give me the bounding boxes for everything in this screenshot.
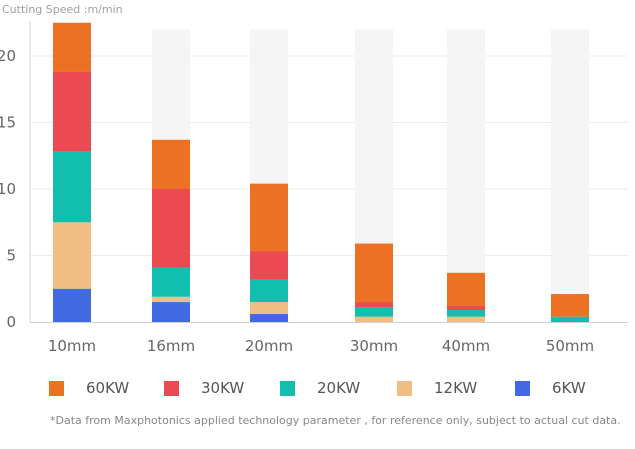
legend-item-30kw: 30KW bbox=[164, 376, 244, 400]
bar-segment-20kw bbox=[551, 316, 589, 322]
bar-segment-6kw bbox=[250, 314, 288, 322]
bar-segment-6kw bbox=[152, 302, 190, 322]
background-bar bbox=[551, 29, 589, 323]
bar-segment-60kw bbox=[355, 243, 393, 303]
legend-swatch bbox=[280, 380, 295, 396]
bar-segment-30kw bbox=[152, 189, 190, 268]
y-axis-title: Cutting Speed :m/min bbox=[2, 3, 123, 16]
y-tick-label: 10 bbox=[0, 180, 16, 198]
bar-segment-60kw bbox=[250, 183, 288, 252]
y-tick-label: 15 bbox=[0, 114, 16, 132]
bar-segment-20kw bbox=[447, 310, 485, 317]
y-tick-label: 5 bbox=[6, 247, 16, 265]
legend-item-20kw: 20KW bbox=[280, 376, 360, 400]
bar-segment-30kw bbox=[447, 306, 485, 311]
bar-segment-60kw bbox=[447, 272, 485, 307]
x-tick-label: 10mm bbox=[48, 337, 96, 355]
bar-segment-12kw bbox=[447, 316, 485, 322]
x-tick-label: 16mm bbox=[147, 337, 195, 355]
bar-segment-30kw bbox=[250, 251, 288, 280]
x-tick-label: 20mm bbox=[245, 337, 293, 355]
legend: 60KW 30KW 20KW 12KW 6KW bbox=[0, 376, 635, 400]
bar-segment-20kw bbox=[250, 279, 288, 303]
bar-segment-30kw bbox=[53, 71, 91, 152]
x-tick-label: 50mm bbox=[546, 337, 594, 355]
legend-label: 20KW bbox=[317, 379, 361, 397]
bar-segment-20kw bbox=[53, 151, 91, 223]
legend-item-6kw: 6KW bbox=[515, 376, 586, 400]
legend-item-60kw: 60KW bbox=[49, 376, 129, 400]
bar-segment-6kw bbox=[53, 288, 91, 322]
bar-segment-12kw bbox=[355, 316, 393, 322]
x-tick-label: 30mm bbox=[350, 337, 398, 355]
bar-segment-60kw bbox=[152, 139, 190, 189]
bar-segment-12kw bbox=[250, 302, 288, 315]
bar-segment-12kw bbox=[53, 222, 91, 289]
stacked-bar-chart: 0 5 10 15 20 10mm 16mm 20mm 30mm 40mm 50mm bbox=[0, 21, 628, 355]
y-tick-label: 0 bbox=[6, 313, 16, 331]
footnote: *Data from Maxphotonics applied technolo… bbox=[50, 414, 621, 427]
legend-label: 30KW bbox=[201, 379, 245, 397]
legend-item-12kw: 12KW bbox=[397, 376, 477, 400]
legend-label: 60KW bbox=[86, 379, 130, 397]
legend-swatch bbox=[164, 380, 179, 396]
bar-segment-20kw bbox=[152, 267, 190, 297]
x-tick-label: 40mm bbox=[442, 337, 490, 355]
bar-segment-30kw bbox=[355, 302, 393, 308]
legend-swatch bbox=[49, 380, 64, 396]
bar-segment-60kw bbox=[53, 22, 91, 72]
bar-segment-20kw bbox=[355, 307, 393, 317]
legend-swatch bbox=[397, 380, 412, 396]
y-tick-label: 20 bbox=[0, 47, 16, 65]
legend-swatch bbox=[515, 380, 530, 396]
legend-label: 6KW bbox=[552, 379, 586, 397]
bar-segment-60kw bbox=[551, 294, 589, 317]
legend-label: 12KW bbox=[434, 379, 478, 397]
bar-segment-12kw bbox=[152, 296, 190, 303]
